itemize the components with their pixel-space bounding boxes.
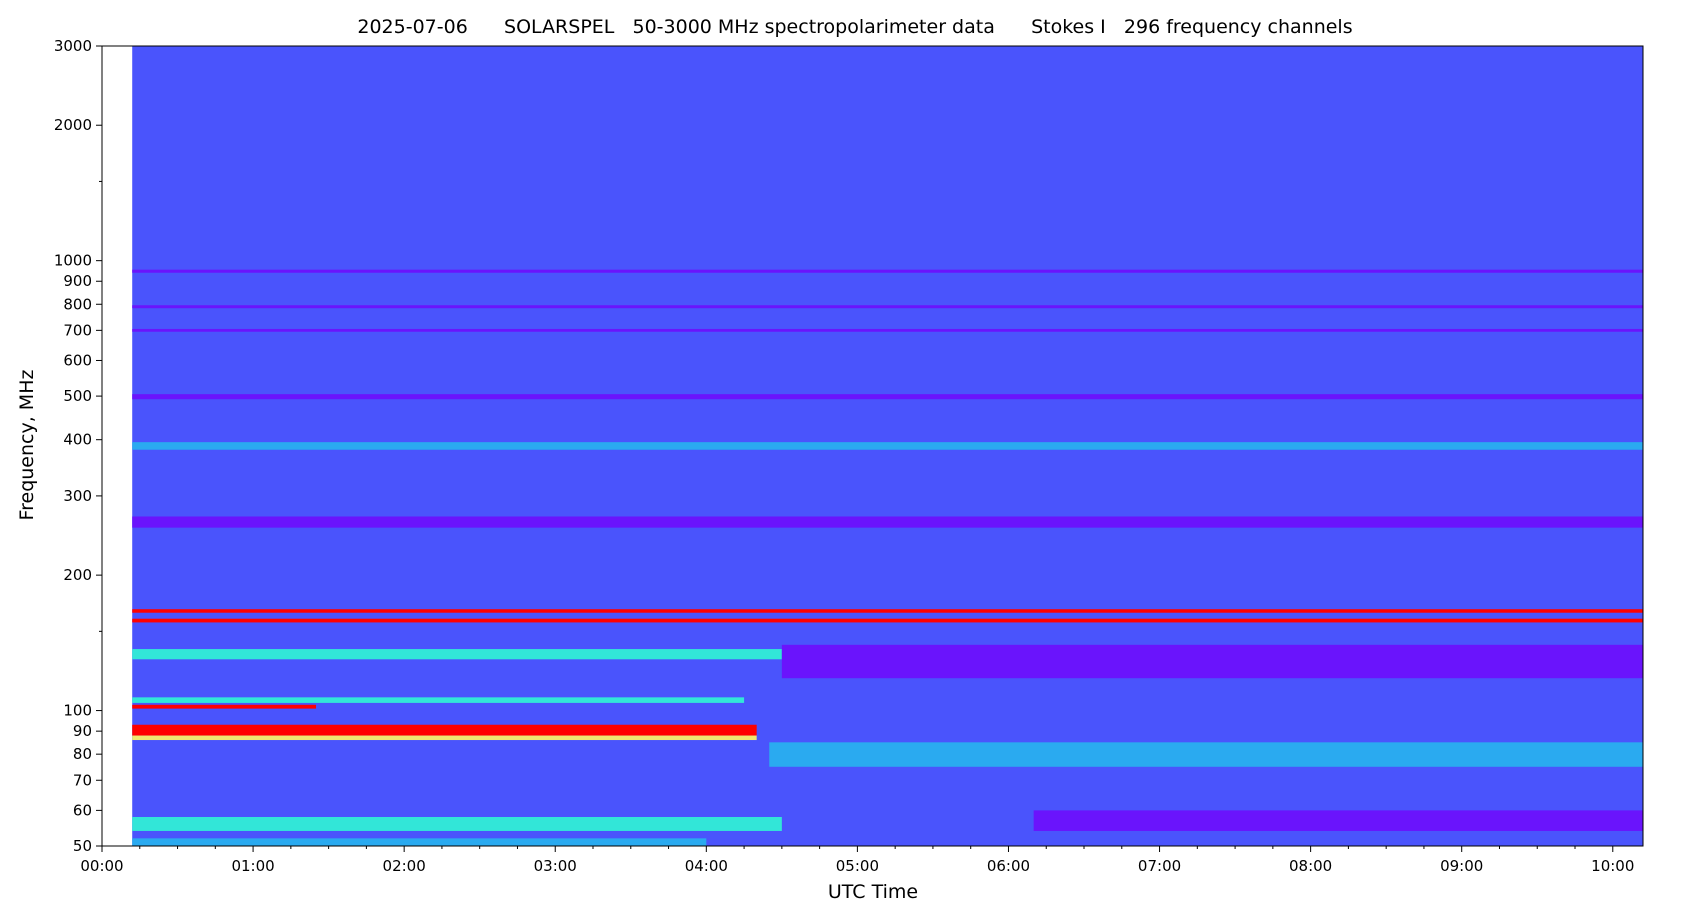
x-axis-label: UTC Time <box>828 881 918 903</box>
y-tick-label: 300 <box>63 487 92 505</box>
x-tick-label: 09:00 <box>1440 857 1483 875</box>
spectral-band <box>132 735 757 741</box>
spectral-band <box>769 742 1643 767</box>
spectral-band <box>132 305 1643 309</box>
chart-title: 2025-07-06 SOLARSPEL 50-3000 MHz spectro… <box>357 16 1352 38</box>
spectral-band <box>132 817 782 831</box>
y-tick-label: 600 <box>63 351 92 369</box>
y-tick-label: 100 <box>63 702 92 720</box>
y-tick-label: 90 <box>73 722 92 740</box>
x-tick-label: 01:00 <box>231 857 274 875</box>
spectral-band <box>132 516 1643 528</box>
y-tick-label: 80 <box>73 745 92 763</box>
y-tick-label: 700 <box>63 321 92 339</box>
x-tick-label: 04:00 <box>685 857 728 875</box>
y-tick-label: 3000 <box>54 37 92 55</box>
y-tick-label: 400 <box>63 431 92 449</box>
spectral-band <box>132 838 707 846</box>
spectral-band <box>781 644 1643 679</box>
y-tick-label: 200 <box>63 566 92 584</box>
y-tick-label: 1000 <box>54 252 92 270</box>
spectral-band <box>132 704 317 709</box>
spectral-band <box>132 328 1643 332</box>
y-tick-label: 800 <box>63 295 92 313</box>
y-tick-label: 500 <box>63 387 92 405</box>
x-tick-label: 03:00 <box>534 857 577 875</box>
x-tick-label: 05:00 <box>836 857 879 875</box>
x-tick-label: 07:00 <box>1138 857 1181 875</box>
x-axis: 00:00 01:00 02:00 03:00 04:00 05:00 06:00 07:00… <box>80 846 1634 875</box>
y-tick-label: 2000 <box>54 116 92 134</box>
y-tick-label: 50 <box>73 837 92 855</box>
y-axis-label: Frequency, MHz <box>16 370 38 521</box>
x-tick-label: 00:00 <box>80 857 123 875</box>
plot-border <box>101 45 1644 847</box>
x-tick-label: 06:00 <box>987 857 1030 875</box>
spectral-band <box>132 618 1643 623</box>
x-tick-label: 02:00 <box>383 857 426 875</box>
x-tick-label: 08:00 <box>1289 857 1332 875</box>
y-tick-label: 900 <box>63 272 92 290</box>
spectral-band <box>132 269 1643 273</box>
spectral-band <box>132 697 745 703</box>
spectral-band <box>132 394 1643 400</box>
y-tick-label: 70 <box>73 771 92 789</box>
y-tick-label: 60 <box>73 801 92 819</box>
plot-area <box>101 45 1644 847</box>
x-tick-label: 10:00 <box>1591 857 1634 875</box>
spectral-band <box>132 609 1643 613</box>
spectral-band <box>1033 810 1643 831</box>
spectral-band <box>132 649 782 660</box>
spectral-band <box>132 724 757 736</box>
spectral-band <box>132 442 1643 450</box>
y-axis: 50 60 70 80 90 100 200 300 400 500 600 700 800 900 100… <box>54 37 102 855</box>
